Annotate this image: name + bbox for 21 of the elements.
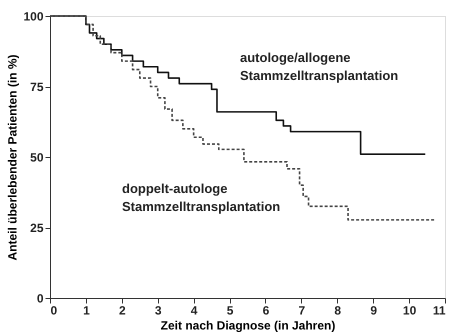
x-tick-label: 1 — [83, 304, 90, 318]
x-tick-label: 9 — [370, 304, 378, 318]
x-tick-label: 11 — [432, 304, 446, 318]
annotation: doppelt-autologe Stammzelltransplantation — [122, 181, 280, 214]
x-tick-label: 8 — [334, 304, 342, 318]
y-tick-label: 0 — [36, 292, 44, 306]
x-tick-label: 2 — [118, 304, 126, 318]
x-axis-title: Zeit nach Diagnose (in Jahren) — [160, 318, 336, 332]
y-tick-label: 75 — [30, 80, 44, 94]
x-tick-label: 4 — [190, 304, 198, 318]
y-axis-title: Anteil überlebender Patienten (in %) — [5, 54, 20, 261]
x-tick-label: 5 — [226, 304, 234, 318]
x-tick-label: 3 — [154, 304, 162, 318]
x-tick-label: 6 — [262, 304, 270, 318]
y-tick-label: 25 — [30, 221, 44, 235]
x-tick-label: 0 — [50, 304, 58, 318]
x-tick-label: 7 — [298, 304, 306, 318]
annotation: autologe/allogene Stammzelltransplantation — [240, 50, 398, 83]
y-tick-label: 50 — [30, 150, 44, 164]
x-tick-label: 10 — [402, 304, 417, 318]
y-tick-label: 100 — [23, 10, 44, 24]
